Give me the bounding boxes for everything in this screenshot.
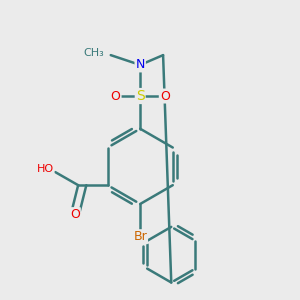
Text: O: O: [70, 208, 80, 221]
Text: O: O: [160, 89, 170, 103]
Text: HO: HO: [37, 164, 54, 174]
Text: N: N: [136, 58, 145, 71]
Text: S: S: [136, 89, 145, 103]
Text: Br: Br: [133, 230, 147, 243]
Text: O: O: [111, 89, 121, 103]
Text: CH₃: CH₃: [83, 49, 104, 58]
